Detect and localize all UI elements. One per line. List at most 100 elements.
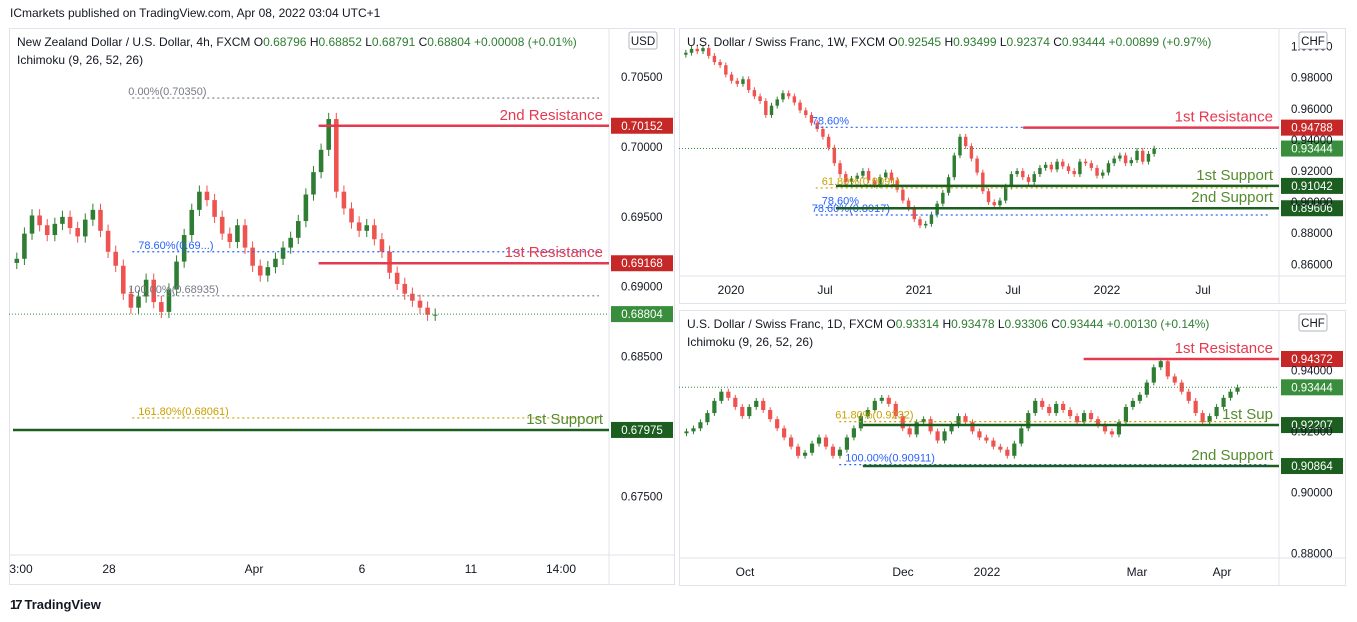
usdchf-1w-chart[interactable]: 78.60%61.80%(0.9091)78.60%(0.8917)78.60%… <box>679 28 1346 304</box>
candle <box>740 404 745 419</box>
candle <box>250 241 255 272</box>
last-price-tag: 0.93444 <box>1291 144 1333 156</box>
candle <box>719 388 724 404</box>
candle <box>1012 440 1017 459</box>
candle-body <box>701 48 705 52</box>
candle <box>379 233 385 258</box>
level-label: 2nd Support <box>1191 189 1274 206</box>
candle-body <box>432 314 438 316</box>
candle-body <box>830 446 836 456</box>
x-tick-label: 2020 <box>718 283 745 297</box>
chart-panel-usdchf-1w[interactable]: 78.60%61.80%(0.9091)78.60%(0.8917)78.60%… <box>679 28 1346 304</box>
candle-body <box>1123 406 1129 423</box>
candle <box>1112 155 1116 167</box>
indicator-label: Ichimoku (9, 26, 52, 26) <box>17 53 143 67</box>
candle-body <box>929 214 934 224</box>
candle <box>143 273 149 303</box>
candle-body <box>761 400 766 411</box>
fib-level-label: 0.00%(0.70350) <box>128 86 206 98</box>
candle-body <box>326 119 331 150</box>
candle <box>991 437 996 450</box>
candle <box>242 219 248 254</box>
candle-body <box>855 175 859 179</box>
candle <box>1141 147 1145 165</box>
candle-body <box>691 428 696 432</box>
publisher-header: ICmarkets published on TradingView.com, … <box>10 6 381 20</box>
candle-body <box>22 233 27 259</box>
candle <box>257 259 263 282</box>
chart-panel-usdchf-1d[interactable]: 61.80%(0.9232) 100.00%(0.90911) 1st Resist… <box>679 310 1346 586</box>
candle <box>204 185 210 207</box>
candle-body <box>786 93 791 97</box>
candle <box>364 219 370 238</box>
candle-body <box>726 391 731 398</box>
candle <box>804 107 808 118</box>
candle-body <box>1074 416 1080 423</box>
level-label: 1st Resistance <box>1175 340 1273 357</box>
candle <box>425 301 430 321</box>
candle <box>879 394 884 404</box>
tradingview-logo[interactable]: 17 TradingView <box>10 597 101 612</box>
candle <box>1088 410 1094 423</box>
candle <box>174 255 179 296</box>
candle <box>166 283 172 319</box>
candle-body <box>712 55 717 63</box>
candle-body <box>879 397 884 401</box>
candle <box>1078 158 1082 177</box>
candle-body <box>174 261 179 290</box>
tradingview-mark-icon: 17 <box>10 597 23 612</box>
candle <box>136 290 141 314</box>
candle-body <box>724 65 728 75</box>
candle <box>900 413 905 432</box>
candle <box>775 416 780 432</box>
candle <box>1186 388 1191 404</box>
candle-body <box>212 200 217 217</box>
candle <box>1151 364 1156 386</box>
y-tick-label: 0.92000 <box>1291 166 1333 178</box>
candle-body <box>349 208 354 223</box>
candle-body <box>733 397 738 407</box>
candle-body <box>886 397 891 404</box>
candle-body <box>747 406 752 417</box>
ohlc-change: +0.00899 (+0.97%) <box>1109 35 1212 49</box>
candle <box>1118 152 1122 162</box>
x-tick-label: 2021 <box>906 283 933 297</box>
y-tick-label: 0.88000 <box>1291 548 1333 560</box>
candle-body <box>1144 382 1149 395</box>
candle-body <box>341 191 347 209</box>
candle-body <box>1012 443 1017 456</box>
candle <box>1152 145 1156 157</box>
candle <box>75 221 80 243</box>
fib-level-label: 78.60% <box>822 196 860 208</box>
candle-body <box>684 431 689 434</box>
candle-body <box>67 216 73 229</box>
candle <box>726 388 731 401</box>
nzdusd-chart[interactable]: 0.00%(0.70350) 78.60%(0.69...) 100.00%(0.6… <box>9 28 675 585</box>
candle-body <box>379 239 385 252</box>
level-label: 2nd Resistance <box>500 107 603 124</box>
x-tick-label: Apr <box>245 562 264 576</box>
candle <box>741 76 745 87</box>
candle-body <box>781 93 785 100</box>
candle-body <box>998 446 1003 450</box>
candle <box>265 260 271 282</box>
candle <box>334 112 339 198</box>
candle-body <box>1221 397 1226 407</box>
candle-body <box>1038 167 1042 175</box>
chart-panel-nzdusd[interactable]: 0.00%(0.70350) 78.60%(0.69...) 100.00%(0.6… <box>9 28 675 585</box>
candle <box>821 126 825 140</box>
candle-body <box>29 215 35 234</box>
y-tick-label: 0.69000 <box>621 282 663 294</box>
candles-group <box>14 112 438 321</box>
candle-body <box>52 223 58 236</box>
candle-body <box>1228 391 1233 398</box>
usdchf-1d-chart[interactable]: 61.80%(0.9232) 100.00%(0.90911) 1st Resist… <box>679 310 1346 586</box>
x-tick-label: Oct <box>736 565 755 579</box>
candle <box>60 210 65 231</box>
symbol-line: U.S. Dollar / Swiss Franc, 1D, FXCM <box>687 317 886 331</box>
candle <box>998 443 1003 453</box>
candle-body <box>1141 150 1145 162</box>
candle-body <box>1078 161 1082 175</box>
x-tick-label: Jul <box>817 283 832 297</box>
candle-body <box>809 443 815 453</box>
